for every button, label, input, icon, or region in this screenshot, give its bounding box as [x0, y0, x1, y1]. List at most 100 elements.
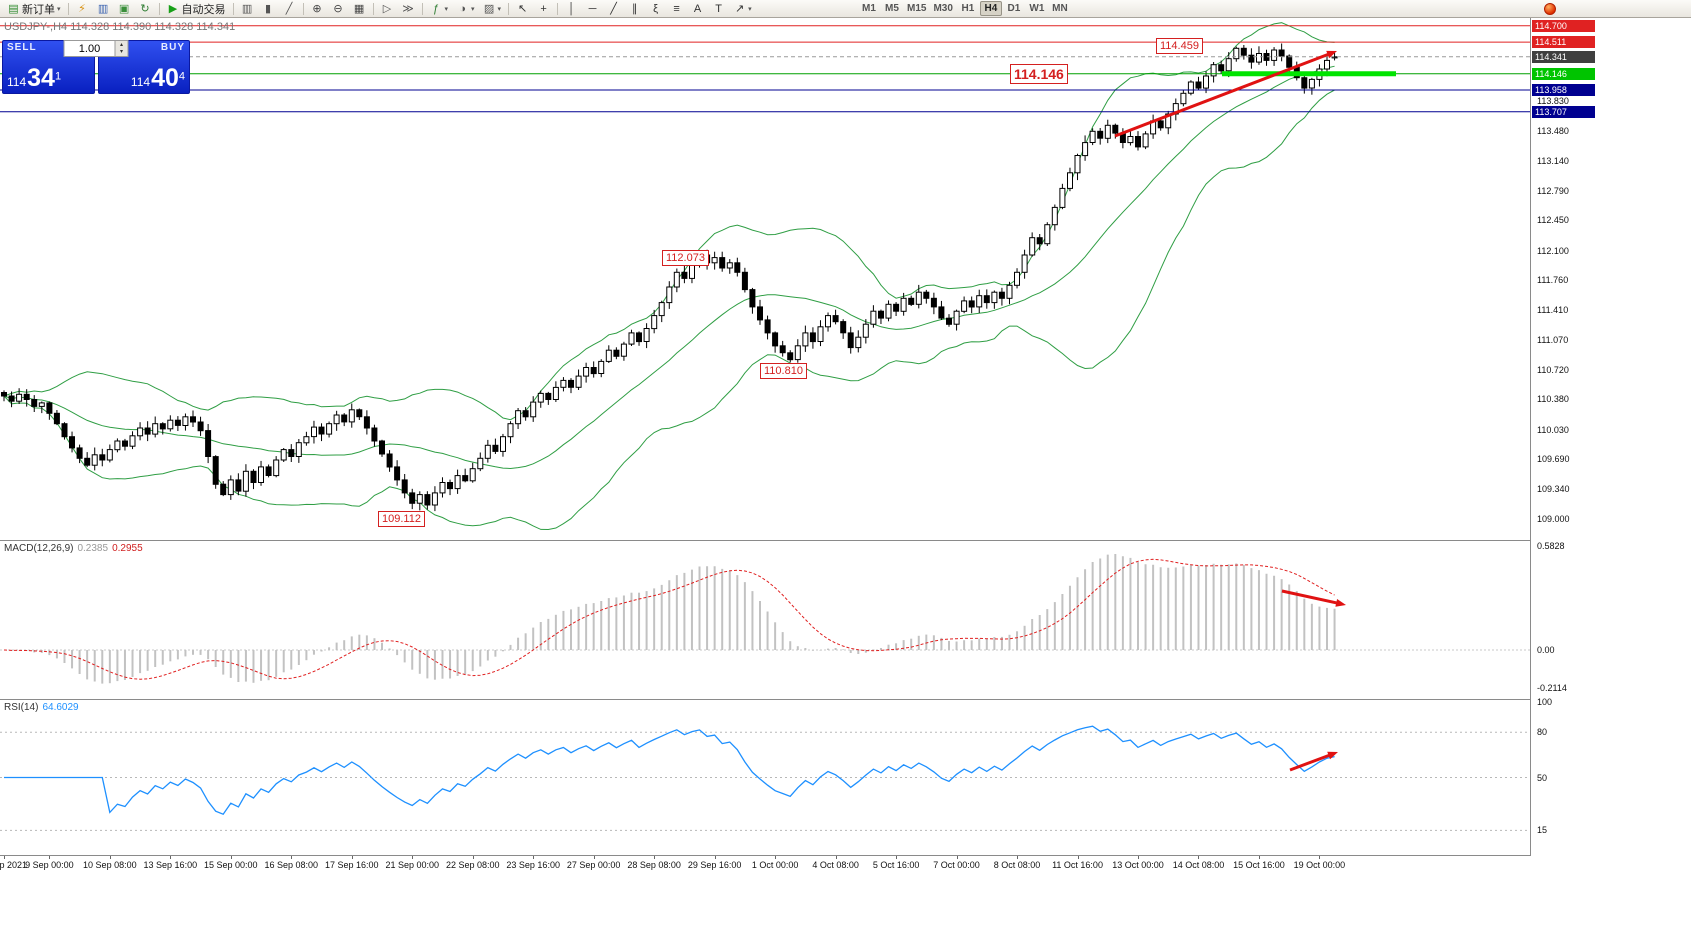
toolbar-separator	[421, 2, 423, 15]
autotrading-button[interactable]: ▶ 自动交易	[164, 1, 229, 17]
timeframe-mn[interactable]: MN	[1052, 3, 1068, 14]
rsi-panel-canvas[interactable]	[0, 700, 1530, 855]
new-order-button[interactable]: ▤ 新订单 ▾	[4, 1, 64, 17]
price-tick-label: 113.480	[1537, 126, 1569, 137]
price-annotation[interactable]: 114.459	[1156, 38, 1203, 54]
text-label-button[interactable]: T	[709, 1, 728, 17]
text-button[interactable]: A	[688, 1, 707, 17]
bar-chart-button[interactable]: ▥	[238, 1, 257, 17]
time-tick	[654, 856, 656, 859]
line-chart-icon: ╱	[285, 2, 293, 15]
macd-scale-label: 0.5828	[1537, 540, 1565, 551]
rsi-scale-label: 15	[1537, 825, 1548, 836]
vertical-line-button[interactable]: │	[562, 1, 581, 17]
toolbar-separator	[158, 2, 160, 15]
price-annotation[interactable]: 112.073	[662, 250, 709, 266]
data-window-button[interactable]: ▣	[115, 1, 134, 17]
macd-trend-arrow[interactable]	[1281, 589, 1346, 607]
chart-shift-button[interactable]: ≫	[399, 1, 418, 17]
lightning-button[interactable]: ⚡	[73, 1, 92, 17]
spin-down-icon[interactable]: ▾	[119, 48, 123, 55]
time-label: 10 Sep 08:00	[83, 860, 137, 870]
lightning-icon: ⚡	[78, 2, 86, 15]
refresh-button[interactable]: ↻	[136, 1, 155, 17]
time-label: 17 Sep 16:00	[324, 860, 379, 870]
timeframe-m15[interactable]: M15	[907, 3, 927, 14]
trend-arrow[interactable]	[1114, 50, 1337, 138]
horizontal-line-button[interactable]: ─	[583, 1, 602, 17]
zoom-out-button[interactable]: ⊖	[329, 1, 348, 17]
channel-button[interactable]: ∥	[625, 1, 644, 17]
timeframe-h4[interactable]: H4	[979, 1, 1002, 16]
time-tick	[1198, 856, 1200, 859]
price-tick-label: 112.100	[1537, 245, 1569, 256]
channel-icon: ∥	[631, 2, 638, 15]
time-tick	[533, 856, 535, 859]
horizontal-lines[interactable]	[0, 25, 1530, 113]
time-label: 16 Sep 08:00	[264, 860, 319, 870]
candlestick-chart-button[interactable]: ▮	[259, 1, 278, 17]
sell-price: 114341	[7, 64, 62, 92]
cursor-button[interactable]: ↖	[513, 1, 532, 17]
macd-scale-label: 0.00	[1537, 645, 1555, 655]
timeframe-w1[interactable]: W1	[1029, 3, 1045, 14]
spin-up-icon[interactable]: ▴	[119, 41, 123, 48]
price-annotation[interactable]: 109.112	[378, 511, 425, 527]
templates-button[interactable]: ▨ ▾	[480, 1, 505, 17]
price-annotation[interactable]: 114.146	[1010, 64, 1068, 84]
fibonacci-icon: ξ	[653, 2, 659, 15]
indicators-icon: ƒ	[432, 2, 440, 15]
zoom-in-button[interactable]: ⊕	[308, 1, 327, 17]
price-tick-label: 111.410	[1537, 305, 1569, 316]
price-scale[interactable]: 113.830 113.480 113.140 112.790 112.450 112.1…	[1530, 18, 1596, 874]
alert-icon[interactable]	[1544, 3, 1556, 15]
arrow-tool-button[interactable]: ↗ ▾	[730, 1, 755, 17]
candles	[1, 43, 1338, 512]
time-tick	[472, 856, 474, 859]
tile-windows-button[interactable]: ▦	[350, 1, 369, 17]
vertical-line-icon: │	[568, 2, 575, 15]
rsi-trend-arrow[interactable]	[1289, 751, 1338, 772]
volume-spinner[interactable]: ▴ ▾	[115, 40, 129, 57]
price-tick-label: 113.140	[1537, 155, 1569, 166]
indicators-button[interactable]: ƒ ▾	[427, 1, 452, 17]
panel-separator[interactable]	[0, 540, 1596, 541]
timeframe-m1[interactable]: M1	[862, 3, 876, 14]
fibonacci-button[interactable]: ξ	[646, 1, 665, 17]
zoom-out-icon: ⊖	[333, 2, 343, 15]
auto-scroll-button[interactable]: ▷	[378, 1, 397, 17]
time-tick	[170, 856, 172, 859]
toolbar-separator	[232, 2, 234, 15]
timeframe-h1[interactable]: H1	[961, 3, 975, 14]
trendline-button[interactable]: ╱	[604, 1, 623, 17]
macd-indicator-label: MACD(12,26,9) 0.2385 0.2955	[4, 543, 143, 554]
main-chart-canvas[interactable]	[0, 18, 1530, 540]
timeframe-m30[interactable]: M30	[933, 3, 953, 14]
trendline-icon: ╱	[610, 2, 617, 15]
panel-separator[interactable]	[0, 699, 1596, 700]
time-tick	[1017, 856, 1019, 859]
time-tick	[1319, 856, 1321, 859]
timeframe-d1[interactable]: D1	[1007, 3, 1021, 14]
chart-title-ohlc: USDJPY-,H4 114.328 114.390 114.328 114.3…	[4, 21, 235, 33]
panel-separator[interactable]	[0, 855, 1596, 856]
time-tick	[775, 856, 777, 859]
new-order-button-label: 新订单	[22, 3, 55, 16]
line-chart-button[interactable]: ╱	[280, 1, 299, 17]
candlestick-chart-icon: ▮	[264, 2, 272, 15]
time-label: 13 Oct 00:00	[1112, 860, 1164, 870]
price-annotation[interactable]: 110.810	[760, 363, 807, 379]
time-label: 5 Oct 16:00	[872, 860, 920, 870]
price-tick-label: 109.000	[1537, 513, 1570, 524]
toolbar-separator	[557, 2, 559, 15]
macd-panel-canvas[interactable]	[0, 541, 1530, 699]
market-watch-button[interactable]: ▥	[94, 1, 113, 17]
time-label: 7 Oct 00:00	[933, 860, 980, 870]
periods-button[interactable]: ◑ ▾	[453, 1, 478, 17]
chevron-down-icon: ▾	[748, 5, 752, 13]
crosshair-button[interactable]: +	[534, 1, 553, 17]
volume-input[interactable]	[63, 40, 116, 57]
timeframe-m5[interactable]: M5	[885, 3, 899, 14]
grid-lines-button[interactable]: ≡	[667, 1, 686, 17]
